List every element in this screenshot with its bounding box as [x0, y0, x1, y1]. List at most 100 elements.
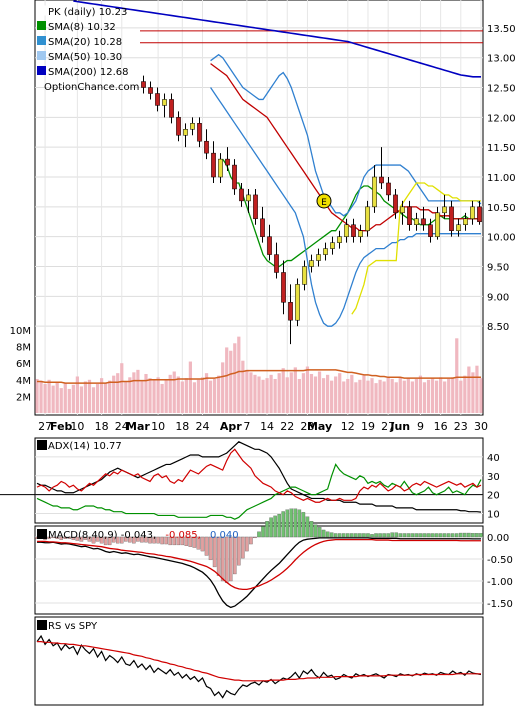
- macd-histogram-bar: [148, 536, 152, 544]
- macd-histogram-bar: [237, 536, 241, 566]
- volume-bar: [261, 379, 265, 413]
- macd-histogram-bar: [418, 533, 423, 538]
- volume-bar: [430, 378, 435, 413]
- volume-bar: [116, 373, 120, 413]
- macd-tick-label: -0.50: [487, 555, 513, 566]
- date-day-label: 24: [195, 420, 209, 433]
- macd-histogram-bar: [301, 512, 306, 538]
- macd-histogram-bar: [374, 533, 378, 538]
- macd-histogram-bar: [79, 536, 84, 542]
- macd-histogram-bar: [136, 536, 140, 542]
- candle-body: [323, 248, 328, 255]
- adx-tick-label: 30: [487, 472, 500, 483]
- macd-histogram-bar: [87, 536, 92, 542]
- macd-histogram-bar: [285, 509, 290, 538]
- candle-body: [386, 182, 391, 196]
- volume-bar: [447, 378, 451, 413]
- volume-bar: [136, 369, 140, 413]
- adx-tick-label: 20: [487, 491, 500, 502]
- macd-histogram-bar: [422, 533, 427, 538]
- volume-bar: [378, 379, 382, 413]
- date-day-label: 18: [95, 420, 109, 433]
- macd-line: [37, 538, 481, 591]
- macd-histogram-bar: [459, 532, 463, 538]
- macd-histogram-bar: [471, 533, 475, 538]
- price-tick-label: 10.00: [487, 233, 516, 244]
- adx-title: ADX(14) 10.77: [48, 441, 122, 452]
- candle-body: [477, 206, 482, 223]
- volume-bar: [120, 363, 124, 413]
- volume-bar: [475, 365, 479, 413]
- price-legend: PK (daily) 10.23 SMA(8) 10.32 SMA(20) 10.2…: [36, 5, 129, 78]
- volume-bar: [293, 367, 297, 413]
- volume-bar: [91, 387, 96, 413]
- date-day-label: 10: [70, 420, 84, 433]
- volume-bar: [301, 373, 306, 413]
- candle-body: [421, 218, 426, 225]
- candle-body: [246, 194, 251, 202]
- macd-histogram-bar: [321, 529, 326, 538]
- volume-bar: [112, 375, 116, 413]
- volume-tick-label: 4M: [16, 376, 31, 387]
- macd-histogram-bar: [120, 536, 124, 544]
- candle-body: [456, 224, 461, 231]
- volume-bar: [422, 382, 427, 413]
- legend-label: SMA(20) 10.28: [48, 37, 122, 48]
- price-line: [210, 53, 482, 217]
- volume-bar: [459, 380, 463, 413]
- volume-bar: [382, 381, 386, 413]
- volume-bar: [144, 373, 148, 413]
- candle-body: [162, 99, 167, 106]
- price-tick-label: 12.00: [487, 113, 516, 124]
- volume-bar: [221, 362, 225, 413]
- candle-body: [414, 218, 419, 225]
- volume-bar: [273, 378, 277, 413]
- macd-title: MACD(8,40,9) -0.043, -0.085, 0.040: [48, 530, 239, 541]
- macd-histogram-bar: [188, 536, 193, 547]
- volume-bar: [229, 350, 233, 413]
- legend-label: SMA(8) 10.32: [48, 22, 116, 33]
- volume-axis-ticks: 10M 8M 6M 4M 2M: [10, 326, 31, 403]
- macd-histogram-bar: [269, 517, 273, 538]
- candle-body: [204, 140, 209, 154]
- macd-histogram-bar: [63, 536, 68, 539]
- macd-histogram-bar: [75, 536, 80, 541]
- macd-histogram-bar: [196, 536, 201, 550]
- volume-bar: [95, 383, 100, 413]
- candle-body: [393, 194, 398, 214]
- volume-bar: [289, 372, 293, 413]
- candle-body: [267, 236, 272, 255]
- macd-histogram-bar: [176, 536, 181, 546]
- volume-bar: [386, 376, 390, 413]
- macd-legend-swatch: [37, 529, 47, 539]
- date-day-label: 9: [417, 420, 424, 433]
- rs-title: RS vs SPY: [48, 621, 98, 632]
- volume-bar: [321, 378, 326, 413]
- volume-bar: [63, 383, 67, 413]
- date-month-label: Mar: [126, 420, 150, 433]
- price-tick-label: 13.00: [487, 54, 516, 65]
- macd-histogram-bar: [366, 533, 370, 538]
- macd-tick-label: 0.00: [487, 533, 509, 544]
- watermark: OptionChance.com: [44, 82, 139, 93]
- volume-bar: [196, 379, 201, 413]
- macd-histogram-bar: [378, 533, 382, 538]
- candle-body: [358, 230, 363, 237]
- volume-tick-label: 8M: [16, 343, 31, 354]
- volume-bar: [87, 379, 92, 413]
- adx-line: [36, 441, 482, 513]
- candle-body: [337, 236, 342, 243]
- rs-line: [37, 640, 481, 682]
- macd-histogram-bar: [184, 536, 189, 546]
- date-day-label: 18: [175, 420, 189, 433]
- volume-bar: [104, 383, 108, 413]
- legend-label: PK (daily) 10.23: [48, 7, 127, 18]
- candle-body: [316, 254, 321, 261]
- candle-body: [442, 206, 447, 214]
- macd-histogram-bar: [370, 534, 374, 538]
- macd-axis-ticks: 0.00 -0.50 -1.00 -1.50: [487, 533, 513, 610]
- volume-bar: [192, 382, 197, 413]
- volume-bar: [330, 380, 334, 413]
- volume-bar: [257, 376, 261, 413]
